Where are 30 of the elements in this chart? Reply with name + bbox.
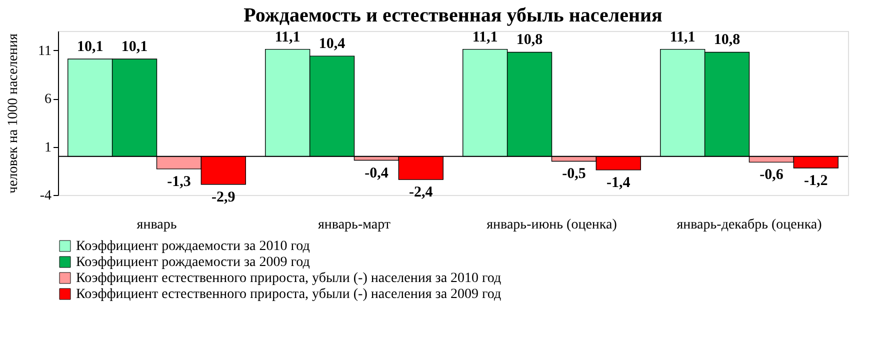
data-label: -1,2	[804, 172, 828, 189]
chart-title: Рождаемость и естественная убыль населения	[244, 4, 663, 26]
x-tick-label: январь	[136, 218, 177, 232]
y-tick-label: -4	[40, 188, 52, 204]
data-label: 10,8	[714, 32, 740, 48]
data-label: 10,8	[516, 32, 543, 48]
x-tick-label: январь-декабрь (оценка)	[676, 218, 822, 232]
legend-label: Коэффициент естественного прироста, убыли (-) населения за 2010 год	[76, 271, 502, 286]
data-label: 11,1	[670, 29, 696, 46]
data-label: -0,6	[760, 167, 784, 184]
data-label: 10,1	[121, 38, 148, 55]
x-tick-label: январь-март	[318, 218, 391, 232]
x-tick-label: январь-июнь (оценка)	[486, 218, 618, 232]
data-label: -2,9	[212, 189, 236, 206]
data-label: -1,4	[606, 174, 631, 191]
data-label: -2,4	[409, 184, 434, 201]
data-label: 10,4	[318, 36, 346, 52]
data-label: 10,1	[76, 38, 104, 55]
data-label: 11,1	[472, 29, 498, 46]
legend-label: Коэффициент естественного прироста, убыли (-) населения за 2009 год	[76, 287, 502, 302]
legend-label: Коэффициент рождаемости за 2009 год	[76, 255, 310, 270]
y-axis-title: человек на 1000 населения	[6, 32, 22, 194]
y-tick-label: 1	[44, 140, 52, 156]
y-tick-label: 11	[38, 44, 52, 59]
data-label: 11,1	[274, 29, 300, 46]
data-label: -1,3	[167, 174, 191, 190]
y-tick-label: 6	[44, 92, 52, 108]
data-label: -0,4	[364, 165, 389, 182]
legend-label: Коэффициент рождаемости за 2010 год	[76, 239, 310, 254]
data-label: -0,5	[562, 166, 586, 182]
